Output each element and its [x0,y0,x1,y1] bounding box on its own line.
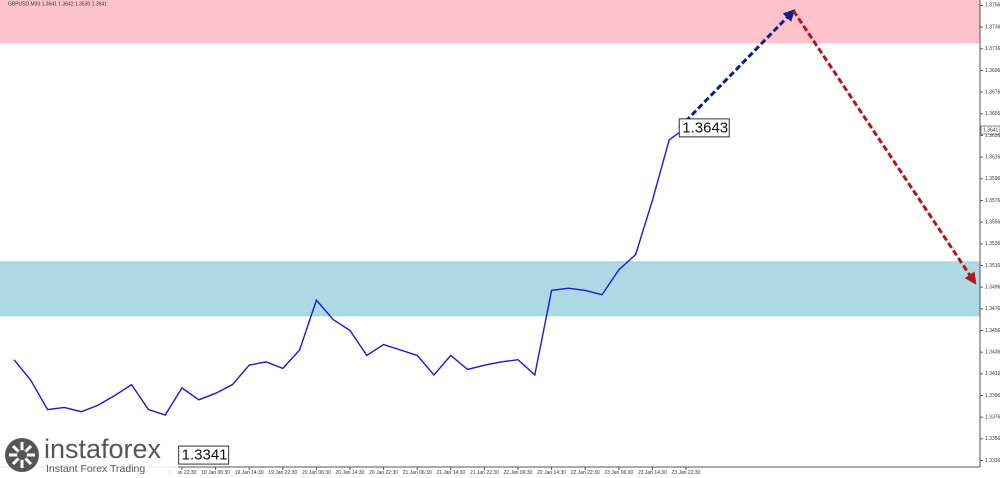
price-label: 1.3643 [682,119,728,136]
x-tick-label: 23 Jan 06:30 [604,470,633,476]
chart-title: GBPUSD,M30 1.3641 1.3642 1.3630 1.3641 [8,1,107,7]
y-tick-label: 1.3556 [985,219,1000,225]
y-tick-label: 1.3696 [985,68,1000,74]
x-tick-label: 19 Jan 14:30 [235,470,264,476]
price-label: 1.3341 [182,447,228,464]
y-tick-label: 1.3376 [985,414,1000,420]
y-tick-label: 1.3576 [985,198,1000,204]
y-tick-label: 1.3396 [985,393,1000,399]
x-tick-label: 22 Jan 22:30 [571,470,600,476]
price-label-box [678,118,730,138]
x-tick-label: 21 Jan 14:30 [436,470,465,476]
price-line [13,127,687,416]
logo-brand: instaforex [44,434,162,464]
y-tick-label: 1.3516 [985,263,1000,269]
y-tick-label: 1.3636 [985,133,1000,139]
zones [0,0,980,317]
last-price-box [980,125,1000,135]
y-tick-label: 1.3756 [985,3,1000,9]
x-tick-label: 21 Jan 06:30 [403,470,432,476]
x-tick-label: 20 Jan 14:30 [336,470,365,476]
y-tick-label: 1.3596 [985,176,1000,182]
forecast-arrow [792,10,977,285]
x-tick-label: 20 Jan 06:30 [302,470,331,476]
y-tick-label: 1.3356 [985,436,1000,442]
last-price-label: 1.3641 [983,127,999,133]
y-tick-label: 1.3456 [985,328,1000,334]
y-tick-label: 1.3416 [985,371,1000,377]
zone [0,261,980,317]
y-tick-label: 1.3716 [985,46,1000,52]
x-tick-label: 23 Jan 22:30 [672,470,701,476]
y-tick-label: 1.3656 [985,111,1000,117]
y-tick-label: 1.3536 [985,241,1000,247]
zone [0,0,980,44]
logo-tagline: Instant Forex Trading [46,463,145,475]
logo: instaforex Instant Forex Trading [0,432,178,478]
forecast-arrow [678,9,796,129]
x-tick-label: 23 Jan 14:30 [638,470,667,476]
y-tick-label: 1.3336 [985,458,1000,464]
x-tick-label: 22 Jan 14:30 [537,470,566,476]
price-label-box [178,445,230,465]
y-tick-label: 1.3676 [985,89,1000,95]
y-tick-label: 1.3436 [985,349,1000,355]
x-tick-label: 19 Jan 06:30 [201,470,230,476]
y-tick-label: 1.3616 [985,154,1000,160]
x-tick-label: 19 Jan 22:30 [268,470,297,476]
x-tick-label: 21 Jan 22:30 [470,470,499,476]
y-tick-label: 1.3496 [985,284,1000,290]
x-tick-label: 20 Jan 22:30 [369,470,398,476]
x-tick-label: 18 Jan 22:30 [168,470,197,476]
y-tick-label: 1.3736 [985,24,1000,30]
x-tick-label: 22 Jan 06:30 [504,470,533,476]
y-tick-label: 1.3476 [985,306,1000,312]
logo-icon [5,438,39,472]
